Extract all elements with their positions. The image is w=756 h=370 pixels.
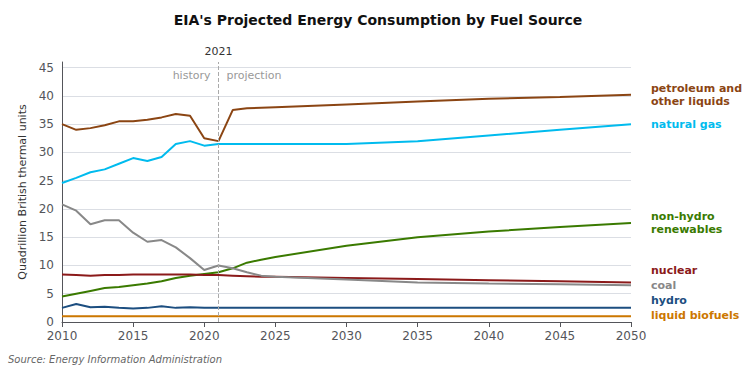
svg-text:hydro: hydro: [651, 294, 687, 307]
svg-text:2030: 2030: [331, 329, 362, 343]
svg-text:non-hydro: non-hydro: [651, 210, 715, 223]
svg-text:other liquids: other liquids: [651, 95, 730, 108]
svg-text:40: 40: [39, 89, 54, 103]
svg-text:renewables: renewables: [651, 223, 723, 236]
svg-text:2025: 2025: [260, 329, 291, 343]
svg-text:petroleum and: petroleum and: [651, 82, 742, 95]
svg-text:coal: coal: [651, 279, 676, 292]
svg-text:2015: 2015: [118, 329, 149, 343]
svg-text:2035: 2035: [402, 329, 433, 343]
svg-text:10: 10: [39, 258, 54, 272]
svg-text:2021: 2021: [204, 45, 232, 58]
svg-text:2040: 2040: [473, 329, 504, 343]
svg-text:30: 30: [39, 145, 54, 159]
svg-text:liquid biofuels: liquid biofuels: [651, 309, 740, 322]
svg-text:15: 15: [39, 230, 54, 244]
svg-text:Source: Energy Information Adm: Source: Energy Information Administratio…: [8, 354, 222, 365]
svg-text:45: 45: [39, 61, 54, 75]
svg-text:20: 20: [39, 202, 54, 216]
svg-text:0: 0: [46, 315, 54, 329]
svg-text:projection: projection: [226, 69, 281, 82]
svg-text:2045: 2045: [545, 329, 576, 343]
svg-text:history: history: [173, 69, 211, 82]
svg-text:nuclear: nuclear: [651, 264, 698, 277]
svg-text:2050: 2050: [616, 329, 647, 343]
svg-text:5: 5: [46, 287, 54, 301]
svg-text:Quadrillion British thermal un: Quadrillion British thermal units: [16, 104, 29, 280]
svg-text:2020: 2020: [189, 329, 220, 343]
svg-text:35: 35: [39, 117, 54, 131]
svg-text:natural gas: natural gas: [651, 118, 722, 131]
svg-text:25: 25: [39, 174, 54, 188]
svg-text:2010: 2010: [47, 329, 78, 343]
svg-text:EIA's Projected Energy Consump: EIA's Projected Energy Consumption by Fu…: [174, 12, 583, 28]
